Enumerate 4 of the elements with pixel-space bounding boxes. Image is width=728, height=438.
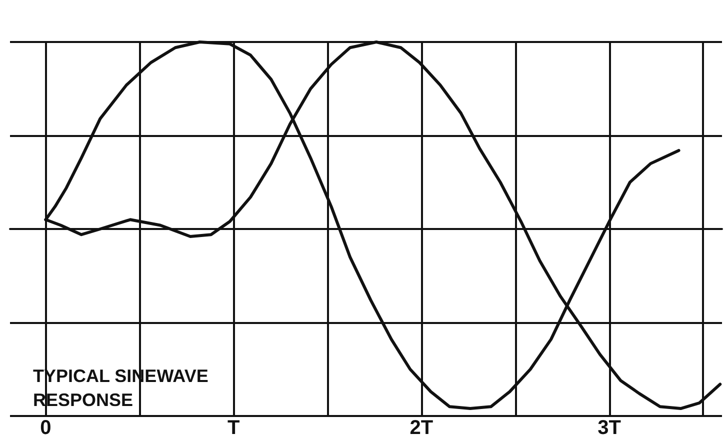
- x-tick-label: 3T: [598, 417, 621, 438]
- x-tick-label: 0: [40, 417, 52, 438]
- x-tick-label: T: [227, 417, 240, 438]
- x-tick-label: 2T: [410, 417, 434, 438]
